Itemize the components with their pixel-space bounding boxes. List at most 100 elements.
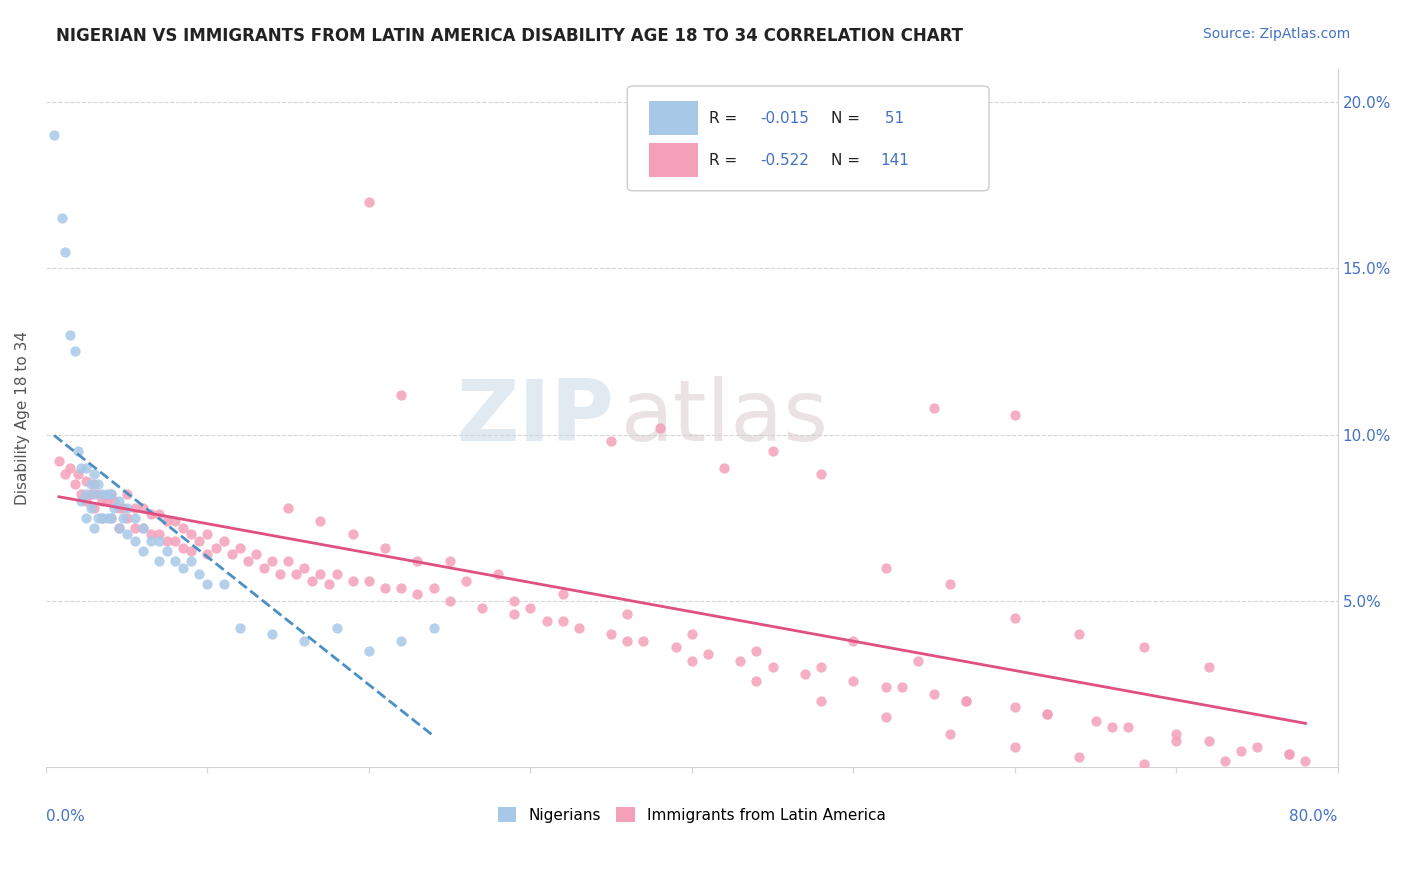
Point: [53, 467, 76, 482]
Point: [1294, 754, 1316, 768]
Point: [292, 633, 315, 648]
Point: [180, 544, 202, 558]
Point: [70, 487, 93, 501]
Point: [1036, 706, 1059, 721]
Point: [955, 694, 977, 708]
Point: [63, 344, 86, 359]
Point: [1004, 740, 1026, 755]
Point: [536, 614, 558, 628]
Point: [91, 494, 114, 508]
Point: [172, 541, 194, 555]
Text: R =: R =: [709, 111, 742, 126]
Point: [96, 510, 118, 524]
Point: [148, 554, 170, 568]
Point: [616, 607, 638, 622]
Point: [616, 633, 638, 648]
Point: [236, 554, 259, 568]
Point: [100, 487, 122, 501]
Point: [67, 467, 90, 482]
Point: [115, 487, 138, 501]
Point: [325, 620, 347, 634]
Point: [277, 500, 299, 515]
Point: [103, 500, 125, 515]
Point: [551, 587, 574, 601]
Point: [342, 527, 364, 541]
Point: [810, 467, 832, 482]
Point: [107, 521, 129, 535]
Point: [139, 534, 162, 549]
Point: [91, 510, 114, 524]
Point: [1133, 640, 1156, 655]
Point: [713, 460, 735, 475]
Point: [285, 567, 308, 582]
Point: [260, 627, 283, 641]
Point: [745, 644, 768, 658]
Point: [1198, 733, 1220, 747]
Point: [63, 477, 86, 491]
Point: [245, 547, 267, 561]
Point: [139, 527, 162, 541]
Point: [59, 327, 82, 342]
Point: [374, 581, 396, 595]
Point: [197, 577, 219, 591]
Point: [648, 421, 671, 435]
Point: [59, 460, 82, 475]
Point: [309, 514, 332, 528]
FancyBboxPatch shape: [627, 86, 988, 191]
Point: [810, 694, 832, 708]
Point: [292, 560, 315, 574]
Text: 141: 141: [880, 153, 910, 168]
Point: [180, 527, 202, 541]
Text: 0.0%: 0.0%: [46, 809, 84, 824]
Point: [810, 660, 832, 674]
Point: [519, 600, 541, 615]
Point: [156, 534, 179, 549]
Point: [318, 577, 340, 591]
Point: [253, 560, 276, 574]
Point: [83, 521, 105, 535]
Point: [107, 500, 129, 515]
Text: ZIP: ZIP: [457, 376, 614, 459]
Point: [48, 454, 70, 468]
Point: [1084, 714, 1107, 728]
Point: [277, 554, 299, 568]
Text: N =: N =: [831, 153, 865, 168]
Point: [75, 510, 97, 524]
Point: [1069, 750, 1091, 764]
Point: [793, 667, 815, 681]
Point: [86, 477, 108, 491]
Point: [75, 460, 97, 475]
Point: [53, 244, 76, 259]
Point: [503, 607, 526, 622]
Point: [269, 567, 291, 582]
Point: [75, 494, 97, 508]
Point: [107, 521, 129, 535]
Text: 51: 51: [880, 111, 904, 126]
Point: [471, 600, 494, 615]
Point: [1278, 747, 1301, 761]
Point: [551, 614, 574, 628]
Point: [406, 587, 429, 601]
Point: [633, 633, 655, 648]
Point: [1230, 744, 1253, 758]
Point: [212, 534, 235, 549]
Point: [100, 510, 122, 524]
Point: [148, 508, 170, 522]
Point: [148, 527, 170, 541]
Point: [762, 444, 785, 458]
Legend: Nigerians, Immigrants from Latin America: Nigerians, Immigrants from Latin America: [498, 806, 886, 822]
Point: [842, 175, 865, 189]
Point: [1213, 754, 1236, 768]
Text: R =: R =: [709, 153, 742, 168]
Point: [454, 574, 477, 588]
Point: [325, 567, 347, 582]
Point: [165, 554, 187, 568]
Point: [188, 534, 211, 549]
Point: [172, 560, 194, 574]
Point: [681, 627, 703, 641]
Point: [107, 494, 129, 508]
Point: [762, 660, 785, 674]
Point: [115, 500, 138, 515]
Point: [83, 500, 105, 515]
Point: [955, 694, 977, 708]
